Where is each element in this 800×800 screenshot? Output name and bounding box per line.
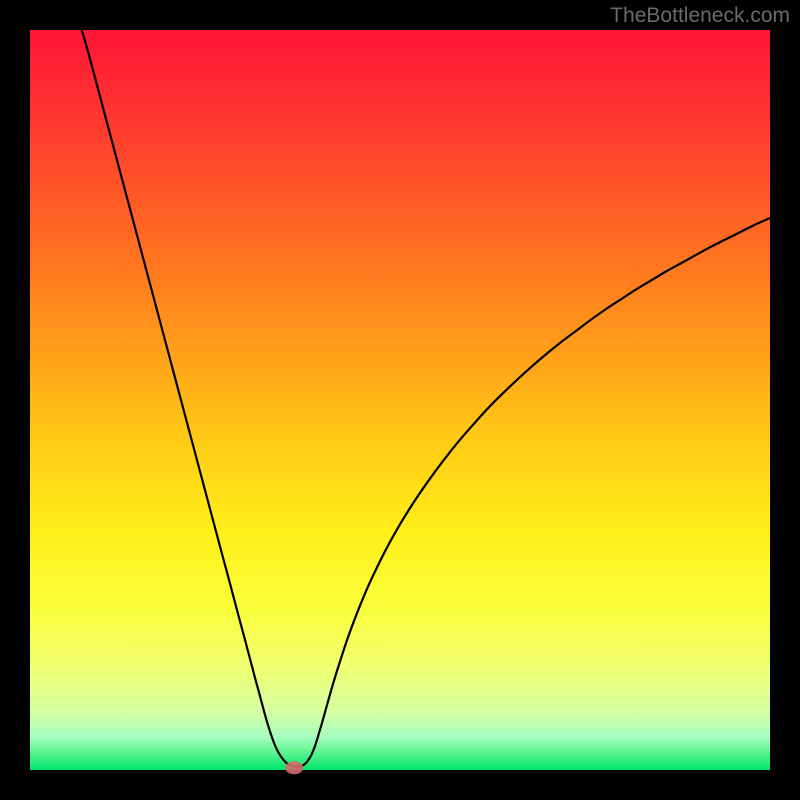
watermark-text: TheBottleneck.com — [610, 4, 790, 28]
bottleneck-chart — [0, 0, 800, 800]
chart-container: TheBottleneck.com — [0, 0, 800, 800]
minimum-marker — [285, 761, 303, 774]
plot-area-gradient — [30, 30, 770, 770]
